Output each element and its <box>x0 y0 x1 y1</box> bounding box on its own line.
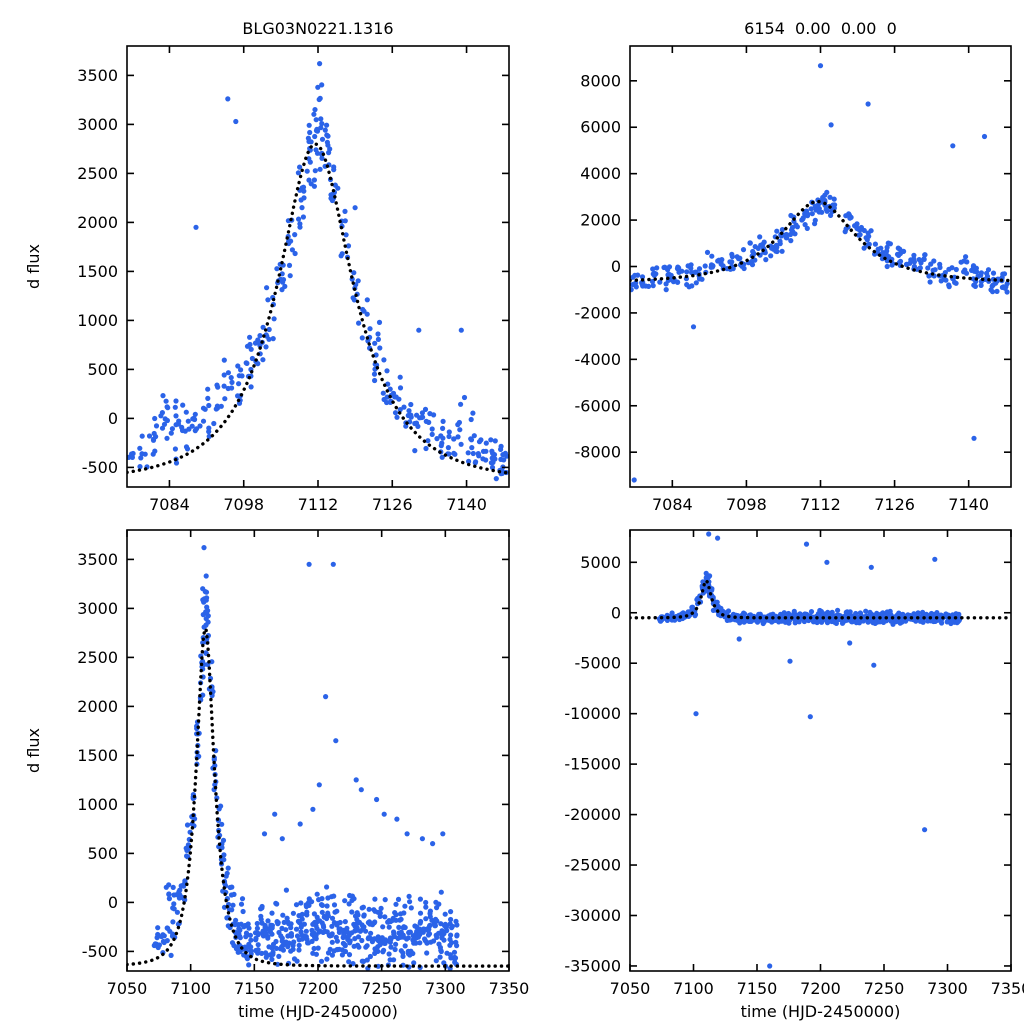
panel-bottom-right: 7050 7100 7150 7200 7250 7300 7350 -35000 -30000… <box>564 529 1024 1021</box>
y-tick-label: -30000 <box>564 906 621 925</box>
y-tick-label: 1500 <box>77 262 118 281</box>
x-tick-label: 7098 <box>223 495 264 514</box>
x-tick-label: 7112 <box>800 495 841 514</box>
y-tick-label: 3000 <box>77 115 118 134</box>
x-tick-label: 7150 <box>234 979 275 998</box>
panel-top-left: 7084 7098 7112 7126 7140 -500 0 500 1000 1500 2000… <box>24 19 510 514</box>
model-curve <box>630 577 1011 620</box>
y-tick-label: 0 <box>108 409 118 428</box>
x-tick-label: 7350 <box>489 979 530 998</box>
x-tick-label: 7050 <box>610 979 651 998</box>
x-tick-label: 7100 <box>673 979 714 998</box>
y-tick-label: 4000 <box>580 164 621 183</box>
y-tick-label: 1500 <box>77 746 118 765</box>
y-tick-label: -4000 <box>575 350 622 369</box>
y-tick-label: 1000 <box>77 795 118 814</box>
y-tick-label: -5000 <box>575 654 622 673</box>
ticks <box>127 46 509 487</box>
y-tick-label: 500 <box>87 844 118 863</box>
x-tick-label: 7250 <box>361 979 402 998</box>
x-tick-label: 7126 <box>372 495 413 514</box>
y-tick-label: 8000 <box>580 71 621 90</box>
x-tick-label: 7150 <box>737 979 778 998</box>
data-points <box>127 61 509 482</box>
axes-frame <box>126 45 510 488</box>
y-tick-label: 1000 <box>77 311 118 330</box>
panel-bottom-left: 7050 7100 7150 7200 7250 7300 7350 -500 0 500 1000… <box>24 529 529 1021</box>
panel-title: BLG03N0221.1316 <box>242 19 393 38</box>
x-tick-label: 7084 <box>652 495 693 514</box>
axes-frame <box>629 529 1012 972</box>
tick-labels: 7084 7098 7112 7126 7140 -500 0 500 1000 1500 2000… <box>77 66 487 514</box>
y-axis-label: d flux <box>24 728 43 773</box>
panel-top-right: 7084 7098 7112 7126 7140 -8000 -6000 -4000 -2000… <box>575 19 1012 514</box>
panel-title: 6154 0.00 0.00 0 <box>744 19 897 38</box>
y-tick-label: 0 <box>611 603 621 622</box>
y-tick-label: 6000 <box>580 118 621 137</box>
x-tick-label: 7126 <box>874 495 915 514</box>
y-tick-label: -25000 <box>564 856 621 875</box>
y-tick-label: 2000 <box>77 697 118 716</box>
y-tick-label: 3000 <box>77 599 118 618</box>
y-tick-label: -6000 <box>575 396 622 415</box>
x-axis-label: time (HJD-2450000) <box>238 1002 398 1021</box>
y-tick-label: 2000 <box>580 211 621 230</box>
tick-labels: 7050 7100 7150 7200 7250 7300 7350 -35000 -30000… <box>564 553 1024 998</box>
x-tick-label: 7140 <box>948 495 989 514</box>
y-tick-label: 5000 <box>580 553 621 572</box>
y-tick-label: -500 <box>82 942 118 961</box>
y-tick-label: -35000 <box>564 956 621 975</box>
y-tick-label: -15000 <box>564 755 621 774</box>
tick-labels: 7084 7098 7112 7126 7140 -8000 -6000 -4000 -2000… <box>575 71 990 514</box>
ticks <box>629 530 1012 971</box>
x-tick-label: 7300 <box>927 979 968 998</box>
y-tick-label: -2000 <box>575 303 622 322</box>
y-tick-label: 0 <box>108 893 118 912</box>
y-tick-label: -500 <box>82 458 118 477</box>
x-tick-label: 7100 <box>170 979 211 998</box>
x-tick-label: 7250 <box>864 979 905 998</box>
x-tick-label: 7098 <box>726 495 767 514</box>
x-tick-label: 7140 <box>446 495 487 514</box>
y-tick-label: 3500 <box>77 66 118 85</box>
y-tick-label: 0 <box>611 257 621 276</box>
tick-labels: 7050 7100 7150 7200 7250 7300 7350 -500 0 500 1000… <box>77 550 529 998</box>
x-tick-label: 7300 <box>425 979 466 998</box>
y-tick-label: 2500 <box>77 164 118 183</box>
y-tick-label: -20000 <box>564 805 621 824</box>
y-tick-label: -8000 <box>575 443 622 462</box>
x-tick-label: 7084 <box>149 495 190 514</box>
x-tick-label: 7200 <box>298 979 339 998</box>
x-tick-label: 7200 <box>800 979 841 998</box>
x-axis-label: time (HJD-2450000) <box>741 1002 901 1021</box>
ticks <box>126 530 510 971</box>
y-axis-label: d flux <box>24 244 43 289</box>
y-tick-label: 3500 <box>77 550 118 569</box>
x-tick-label: 7112 <box>298 495 339 514</box>
x-tick-label: 7050 <box>107 979 148 998</box>
model-curve <box>127 142 509 475</box>
y-tick-label: -10000 <box>564 704 621 723</box>
x-tick-label: 7350 <box>991 979 1024 998</box>
model-curve <box>630 199 1011 283</box>
y-tick-label: 500 <box>87 360 118 379</box>
data-points <box>630 63 1010 483</box>
y-tick-label: 2500 <box>77 648 118 667</box>
axes-frame <box>126 529 510 972</box>
ticks <box>630 46 1011 487</box>
y-tick-label: 2000 <box>77 213 118 232</box>
